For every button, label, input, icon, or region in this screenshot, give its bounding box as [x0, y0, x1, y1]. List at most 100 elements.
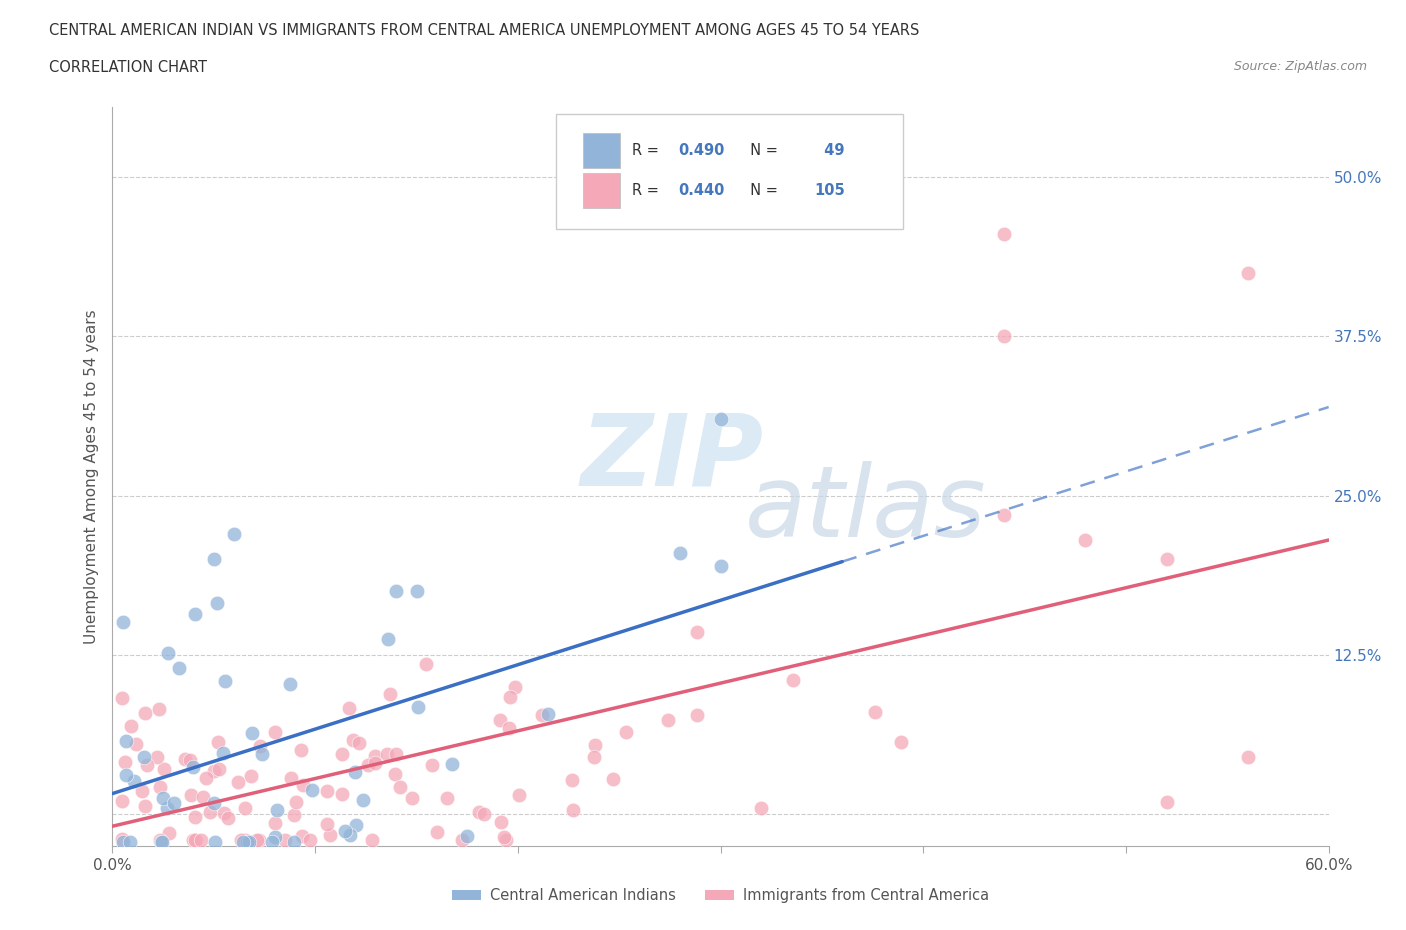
Immigrants from Central America	[472, 806, 495, 821]
Central American Indians	[669, 546, 692, 561]
Central American Indians	[352, 793, 374, 808]
Immigrants from Central America	[149, 779, 172, 794]
Immigrants from Central America	[239, 768, 262, 783]
Immigrants from Central America	[657, 712, 679, 727]
Central American Indians	[214, 673, 236, 688]
Central American Indians	[263, 830, 285, 844]
Central American Indians	[202, 796, 225, 811]
Central American Indians	[344, 817, 367, 832]
Immigrants from Central America	[228, 775, 250, 790]
Central American Indians	[202, 552, 225, 567]
Immigrants from Central America	[193, 790, 215, 804]
Central American Indians	[344, 764, 367, 779]
Immigrants from Central America	[389, 779, 412, 794]
Text: Source: ZipAtlas.com: Source: ZipAtlas.com	[1233, 60, 1367, 73]
Central American Indians	[456, 828, 478, 843]
Central American Indians	[115, 767, 138, 782]
Immigrants from Central America	[614, 724, 637, 739]
Text: 0.490: 0.490	[678, 143, 724, 158]
Central American Indians	[709, 412, 731, 427]
Immigrants from Central America	[401, 790, 423, 805]
Central American Indians	[406, 699, 429, 714]
Central American Indians	[236, 835, 259, 850]
Immigrants from Central America	[173, 751, 195, 766]
Immigrants from Central America	[863, 705, 886, 720]
Immigrants from Central America	[186, 832, 208, 847]
Immigrants from Central America	[280, 771, 302, 786]
Central American Indians	[301, 783, 323, 798]
Immigrants from Central America	[292, 778, 315, 793]
Immigrants from Central America	[450, 832, 472, 847]
Text: 0.440: 0.440	[678, 183, 724, 198]
Immigrants from Central America	[263, 724, 285, 739]
Immigrants from Central America	[157, 826, 180, 841]
Central American Indians	[405, 584, 427, 599]
Central American Indians	[377, 631, 399, 646]
Immigrants from Central America	[180, 787, 202, 802]
Immigrants from Central America	[415, 657, 437, 671]
Immigrants from Central America	[316, 817, 339, 831]
Immigrants from Central America	[146, 750, 169, 764]
Immigrants from Central America	[1156, 794, 1178, 809]
Immigrants from Central America	[195, 771, 218, 786]
Y-axis label: Unemployment Among Ages 45 to 54 years: Unemployment Among Ages 45 to 54 years	[83, 310, 98, 644]
Immigrants from Central America	[993, 508, 1015, 523]
Central American Indians	[122, 774, 145, 789]
Immigrants from Central America	[148, 701, 170, 716]
Central American Indians	[111, 835, 134, 850]
Immigrants from Central America	[111, 691, 134, 706]
Central American Indians	[250, 746, 273, 761]
Text: atlas: atlas	[745, 461, 987, 558]
Central American Indians	[204, 835, 226, 850]
Immigrants from Central America	[583, 737, 606, 752]
Immigrants from Central America	[179, 752, 201, 767]
Immigrants from Central America	[491, 815, 513, 830]
Immigrants from Central America	[316, 783, 339, 798]
Immigrants from Central America	[111, 793, 134, 808]
Central American Indians	[212, 745, 235, 760]
Immigrants from Central America	[134, 799, 156, 814]
Central American Indians	[333, 824, 356, 839]
Immigrants from Central America	[131, 783, 153, 798]
Immigrants from Central America	[426, 824, 449, 839]
Immigrants from Central America	[1074, 533, 1097, 548]
Central American Indians	[238, 835, 260, 850]
Immigrants from Central America	[246, 832, 269, 847]
Immigrants from Central America	[492, 830, 515, 844]
Immigrants from Central America	[385, 746, 408, 761]
Central American Indians	[181, 760, 204, 775]
Immigrants from Central America	[1156, 552, 1178, 567]
Immigrants from Central America	[200, 804, 222, 819]
Immigrants from Central America	[562, 803, 585, 817]
Immigrants from Central America	[120, 719, 142, 734]
Immigrants from Central America	[993, 329, 1015, 344]
Central American Indians	[163, 795, 186, 810]
Immigrants from Central America	[181, 832, 204, 847]
Immigrants from Central America	[190, 832, 212, 847]
Immigrants from Central America	[357, 758, 380, 773]
Immigrants from Central America	[422, 758, 444, 773]
Central American Indians	[240, 726, 263, 741]
Immigrants from Central America	[111, 831, 134, 846]
Immigrants from Central America	[247, 832, 270, 847]
Text: 49: 49	[814, 143, 845, 158]
Central American Indians	[709, 558, 731, 573]
Immigrants from Central America	[375, 747, 398, 762]
Immigrants from Central America	[332, 747, 354, 762]
Immigrants from Central America	[202, 764, 225, 778]
Central American Indians	[385, 584, 408, 599]
Immigrants from Central America	[361, 832, 384, 847]
Immigrants from Central America	[347, 736, 370, 751]
Bar	[583, 133, 620, 168]
Central American Indians	[132, 750, 155, 764]
Immigrants from Central America	[749, 801, 772, 816]
Text: N =: N =	[741, 183, 783, 198]
Immigrants from Central America	[330, 787, 353, 802]
Central American Indians	[157, 645, 180, 660]
Immigrants from Central America	[283, 807, 305, 822]
FancyBboxPatch shape	[557, 114, 903, 229]
Central American Indians	[205, 596, 228, 611]
Text: N =: N =	[741, 143, 783, 158]
Immigrants from Central America	[208, 762, 231, 777]
Central American Indians	[280, 677, 302, 692]
